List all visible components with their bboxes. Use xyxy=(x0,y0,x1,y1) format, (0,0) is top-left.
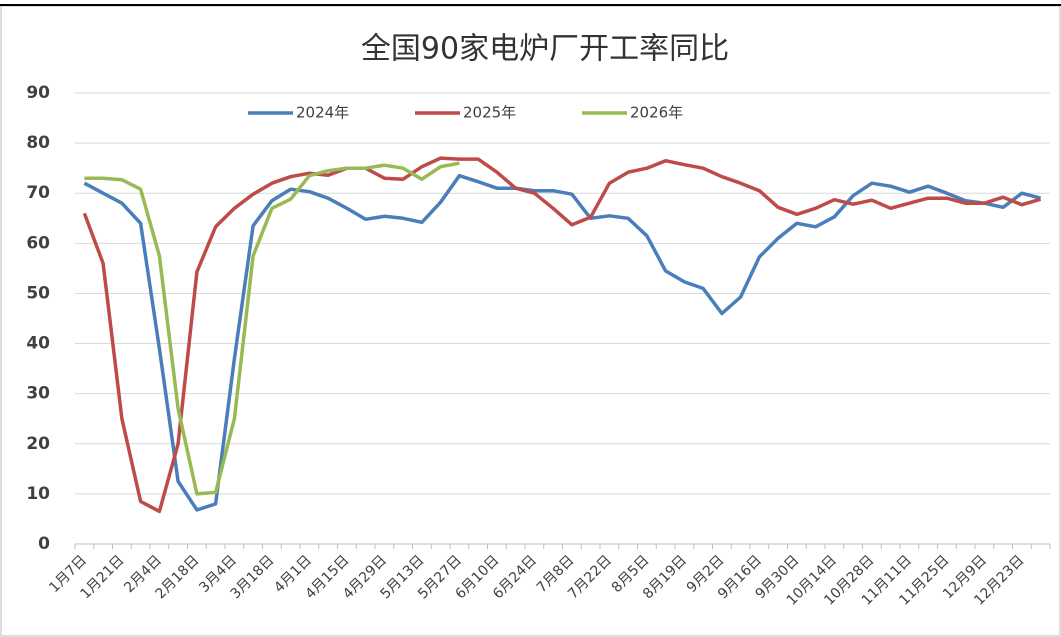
chart-title: 全国90家电炉厂开工率同比 xyxy=(361,32,729,67)
chart-border xyxy=(0,5,1061,637)
y-tick-label: 80 xyxy=(26,133,50,153)
y-tick-label: 20 xyxy=(26,434,50,454)
legend-label: 2024年 xyxy=(296,104,349,122)
series-line xyxy=(84,161,460,496)
y-tick-label: 90 xyxy=(26,83,50,103)
series-line xyxy=(83,173,1042,512)
y-tick-label: 70 xyxy=(26,183,50,203)
legend-label: 2025年 xyxy=(463,104,516,122)
y-tick-label: 60 xyxy=(26,233,50,253)
y-tick-label: 10 xyxy=(26,484,50,504)
series-line xyxy=(82,156,1042,514)
y-tick-label: 40 xyxy=(26,334,50,354)
y-tick-label: 30 xyxy=(26,384,50,404)
y-tick-label: 50 xyxy=(26,283,50,303)
legend-label: 2026年 xyxy=(630,104,683,122)
y-tick-label: 0 xyxy=(38,534,50,554)
